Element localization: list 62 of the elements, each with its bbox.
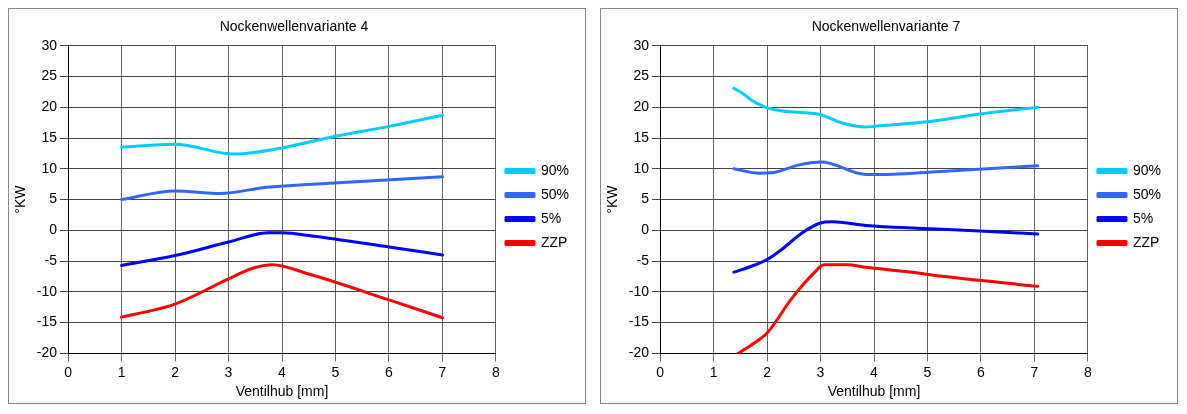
- line-series: [732, 160, 1040, 176]
- x-tick-label: 6: [385, 363, 394, 380]
- y-tick-label: 10: [41, 159, 58, 176]
- x-tick-label: 5: [331, 363, 340, 380]
- line-series: [120, 231, 444, 267]
- line-series: [120, 263, 444, 320]
- x-tick-label: 1: [709, 363, 718, 380]
- y-tick-label: -20: [36, 344, 58, 361]
- y-tick-label: -5: [636, 251, 650, 268]
- y-tick-label: -5: [44, 251, 58, 268]
- legend-label: 90%: [1132, 161, 1162, 178]
- y-tick-label: -10: [628, 282, 650, 299]
- chart-title: Nockenwellenvariante 4: [219, 18, 369, 35]
- y-axis-title: °KW: [12, 184, 29, 214]
- x-tick-label: 0: [64, 363, 73, 380]
- y-tick-label: 0: [641, 221, 650, 238]
- y-tick-label: 5: [641, 190, 650, 207]
- x-tick-label: 4: [278, 363, 287, 380]
- y-tick-label: 10: [633, 159, 650, 176]
- y-tick-label: 5: [49, 190, 58, 207]
- x-tick-label: 0: [656, 363, 665, 380]
- x-tick-label: 5: [923, 363, 932, 380]
- legend-label: 90%: [540, 161, 570, 178]
- y-tick-label: 15: [633, 128, 650, 145]
- x-axis-title: Ventilhub [mm]: [235, 383, 329, 400]
- y-tick-label: 20: [633, 98, 650, 115]
- y-tick-label: -20: [628, 344, 650, 361]
- x-tick-label: 4: [870, 363, 879, 380]
- legend-label: ZZP: [1132, 233, 1160, 250]
- y-tick-label: -15: [36, 313, 58, 330]
- line-series: [732, 220, 1040, 274]
- y-tick-label: 25: [41, 67, 58, 84]
- line-series: [120, 113, 444, 156]
- y-axis-title: °KW: [604, 184, 621, 214]
- x-tick-label: 2: [763, 363, 772, 380]
- x-tick-label: 7: [438, 363, 447, 380]
- x-tick-label: 8: [492, 363, 501, 380]
- y-tick-label: 30: [41, 36, 58, 53]
- y-tick-label: 15: [41, 128, 58, 145]
- legend-label: 5%: [540, 209, 562, 226]
- y-tick-label: 0: [49, 221, 58, 238]
- x-tick-label: 3: [224, 363, 233, 380]
- x-tick-label: 6: [977, 363, 986, 380]
- legend-label: 5%: [1132, 209, 1154, 226]
- y-tick-label: 30: [633, 36, 650, 53]
- x-tick-label: 1: [117, 363, 126, 380]
- line-series: [736, 263, 1040, 354]
- x-tick-label: 7: [1030, 363, 1039, 380]
- y-tick-label: -15: [628, 313, 650, 330]
- y-tick-label: 25: [633, 67, 650, 84]
- y-tick-label: 20: [41, 98, 58, 115]
- line-series: [732, 86, 1040, 129]
- x-tick-label: 2: [171, 363, 180, 380]
- x-axis-title: Ventilhub [mm]: [827, 383, 921, 400]
- legend-label: 50%: [540, 185, 570, 202]
- chart-title: Nockenwellenvariante 7: [811, 18, 961, 35]
- x-tick-label: 3: [816, 363, 825, 380]
- y-tick-label: -10: [36, 282, 58, 299]
- legend-label: ZZP: [540, 233, 568, 250]
- legend-label: 50%: [1132, 185, 1162, 202]
- line-series: [120, 175, 444, 202]
- x-tick-label: 8: [1084, 363, 1093, 380]
